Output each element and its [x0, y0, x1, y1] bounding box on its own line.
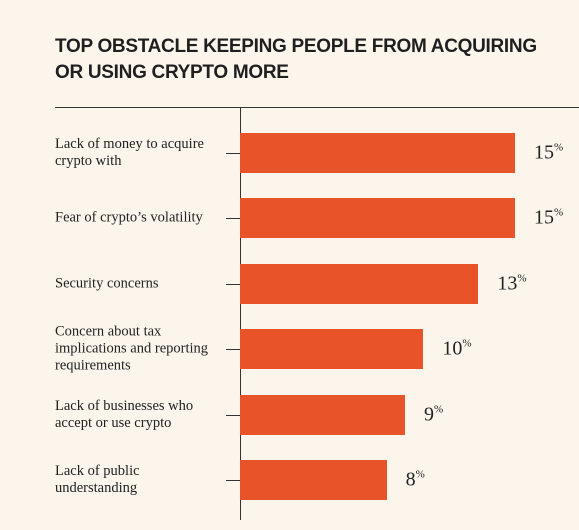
- bar: [240, 460, 387, 501]
- top-rule: [55, 107, 579, 108]
- category-tick: [226, 480, 240, 482]
- category-label: Fear of crypto’s volatility: [55, 209, 203, 226]
- bar: [240, 198, 515, 239]
- category-axis: [240, 107, 241, 520]
- value-label: 8%: [405, 468, 425, 491]
- value-label: 13%: [497, 272, 527, 295]
- category-tick: [226, 218, 240, 220]
- chart-title: TOP OBSTACLE KEEPING PEOPLE FROM ACQUIRI…: [55, 36, 537, 83]
- category-tick: [226, 152, 240, 154]
- category-label: Concern about tax implications and repor…: [55, 323, 209, 374]
- bar: [240, 263, 479, 304]
- category-label: Lack of money to acquire crypto with: [55, 135, 204, 169]
- category-tick: [226, 414, 240, 416]
- bar: [240, 132, 515, 173]
- value-label: 15%: [534, 141, 564, 164]
- bar: [240, 394, 405, 435]
- value-label: 10%: [442, 337, 472, 360]
- category-tick: [226, 349, 240, 351]
- category-label: Lack of public understanding: [55, 463, 140, 497]
- category-label: Security concerns: [55, 275, 159, 292]
- category-label: Lack of businesses who accept or use cry…: [55, 397, 194, 431]
- category-tick: [226, 283, 240, 285]
- value-label: 9%: [424, 403, 444, 426]
- bar: [240, 329, 424, 370]
- value-label: 15%: [534, 206, 564, 229]
